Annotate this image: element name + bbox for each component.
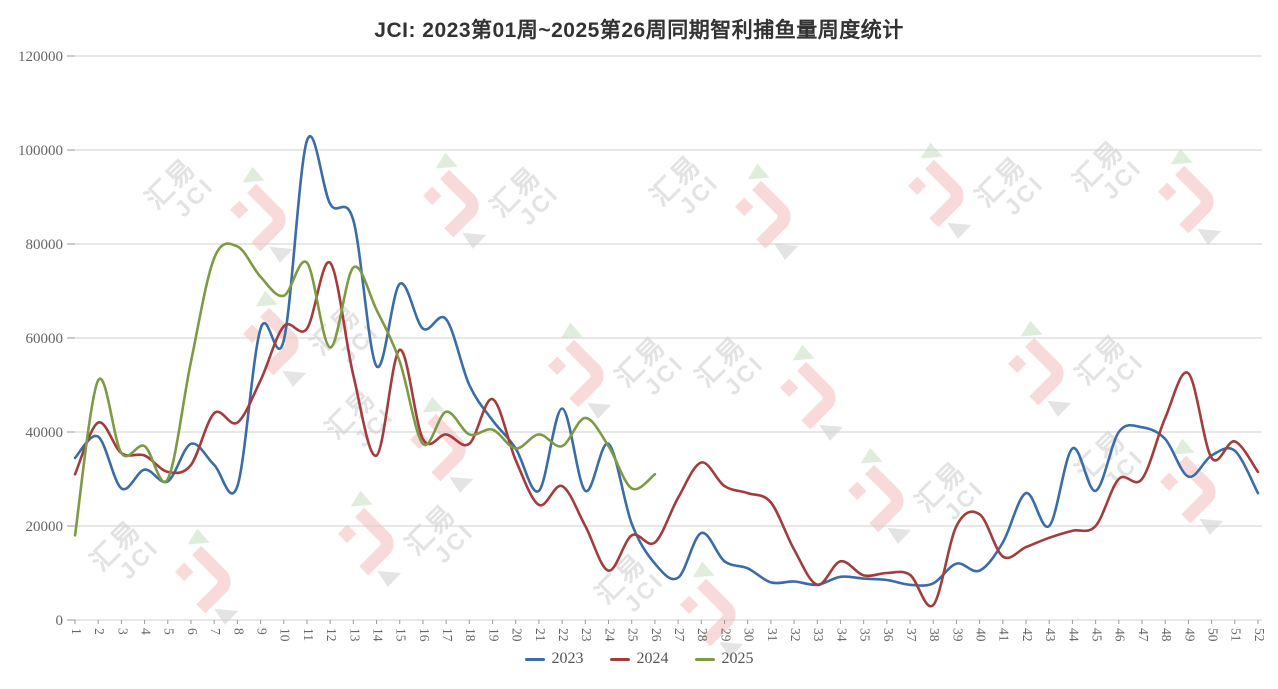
x-tick-label: 48: [1159, 628, 1174, 642]
x-tick-label: 18: [463, 628, 478, 642]
x-tick-label: 28: [695, 628, 710, 642]
y-tick-label: 20000: [26, 519, 64, 535]
x-tick-label: 35: [858, 628, 873, 642]
y-tick-label: 80000: [26, 237, 64, 253]
gridlines: [67, 55, 1262, 624]
x-tick-label: 9: [254, 628, 269, 635]
legend-swatch-2023: [524, 657, 545, 661]
x-tick-label: 17: [440, 628, 455, 642]
x-tick-label: 25: [626, 628, 641, 642]
x-tick-label: 5: [162, 628, 177, 635]
y-axis-labels: 0 20000 40000 60000 80000 100000 120000: [18, 49, 63, 629]
x-tick-label: 44: [1066, 628, 1081, 642]
x-tick-label: 30: [742, 628, 757, 642]
x-tick-label: 26: [649, 628, 664, 642]
x-tick-label: 37: [904, 628, 919, 642]
legend-label: 2024: [636, 650, 669, 667]
y-tick-label: 60000: [26, 331, 64, 347]
x-tick-label: 7: [208, 628, 223, 635]
x-tick-label: 27: [672, 628, 687, 642]
y-tick-label: 0: [56, 613, 64, 629]
x-tick-label: 23: [579, 628, 594, 642]
x-tick-label: 12: [324, 628, 339, 642]
x-tick-label: 41: [997, 628, 1012, 642]
x-tick-label: 8: [231, 628, 246, 635]
x-tick-label: 14: [370, 628, 385, 642]
x-tick-label: 39: [950, 628, 965, 642]
x-tick-label: 45: [1090, 628, 1105, 642]
x-tick-label: 24: [602, 628, 617, 642]
series-line-2023: [73, 135, 1260, 587]
legend-item-2023[interactable]: 2023: [524, 650, 584, 668]
legend-swatch-2024: [609, 657, 630, 661]
y-tick-label: 100000: [18, 143, 63, 159]
x-tick-label: 2: [92, 628, 107, 635]
chart-legend: 2023 2024 2025: [0, 650, 1278, 668]
x-tick-label: 31: [765, 628, 780, 642]
x-tick-label: 47: [1136, 628, 1151, 642]
x-tick-label: 51: [1229, 628, 1244, 642]
x-tick-label: 15: [394, 628, 409, 642]
legend-swatch-2025: [694, 657, 715, 661]
x-tick-label: 42: [1020, 628, 1035, 642]
x-tick-label: 50: [1206, 628, 1221, 642]
x-tick-label: 36: [881, 628, 896, 642]
series-line-2024: [73, 261, 1260, 608]
y-tick-label: 40000: [26, 425, 64, 441]
x-tick-label: 46: [1113, 628, 1128, 642]
series-line-2025: [73, 242, 657, 537]
x-tick-label: 13: [347, 628, 362, 642]
legend-item-2025[interactable]: 2025: [694, 650, 754, 668]
x-tick-label: 16: [417, 628, 432, 642]
x-tick-label: 32: [788, 628, 803, 642]
x-tick-label: 38: [927, 628, 942, 642]
x-tick-label: 11: [301, 628, 316, 641]
x-tick-label: 3: [115, 628, 130, 635]
page-title: JCI: 2023第01周~2025第26周同期智利捕鱼量周度统计: [374, 19, 904, 42]
x-tick-label: 43: [1043, 628, 1058, 642]
x-tick-label: 21: [533, 628, 548, 642]
x-tick-label: 29: [718, 628, 733, 642]
x-tick-label: 1: [69, 628, 84, 635]
x-tick-label: 20: [510, 628, 525, 642]
x-tick-label: 4: [138, 628, 153, 635]
x-tick-label: 34: [834, 628, 849, 642]
legend-label: 2023: [551, 650, 584, 667]
x-tick-label: 33: [811, 628, 826, 642]
x-tick-label: 40: [974, 628, 989, 642]
legend-item-2024[interactable]: 2024: [609, 650, 669, 668]
x-tick-label: 49: [1182, 628, 1197, 642]
x-tick-label: 6: [185, 628, 200, 635]
legend-label: 2025: [721, 650, 754, 667]
x-tick-label: 10: [278, 628, 293, 642]
y-tick-label: 120000: [18, 49, 63, 65]
x-tick-label: 19: [486, 628, 501, 642]
x-tick-label: 22: [556, 628, 571, 642]
x-axis-labels: 1 2 3 4 5 6 7 8 9 10 11 12 13 14 15 16 17 18 19 20 21 22 23 24 2…: [69, 628, 1267, 642]
x-tick-label: 52: [1252, 628, 1267, 642]
